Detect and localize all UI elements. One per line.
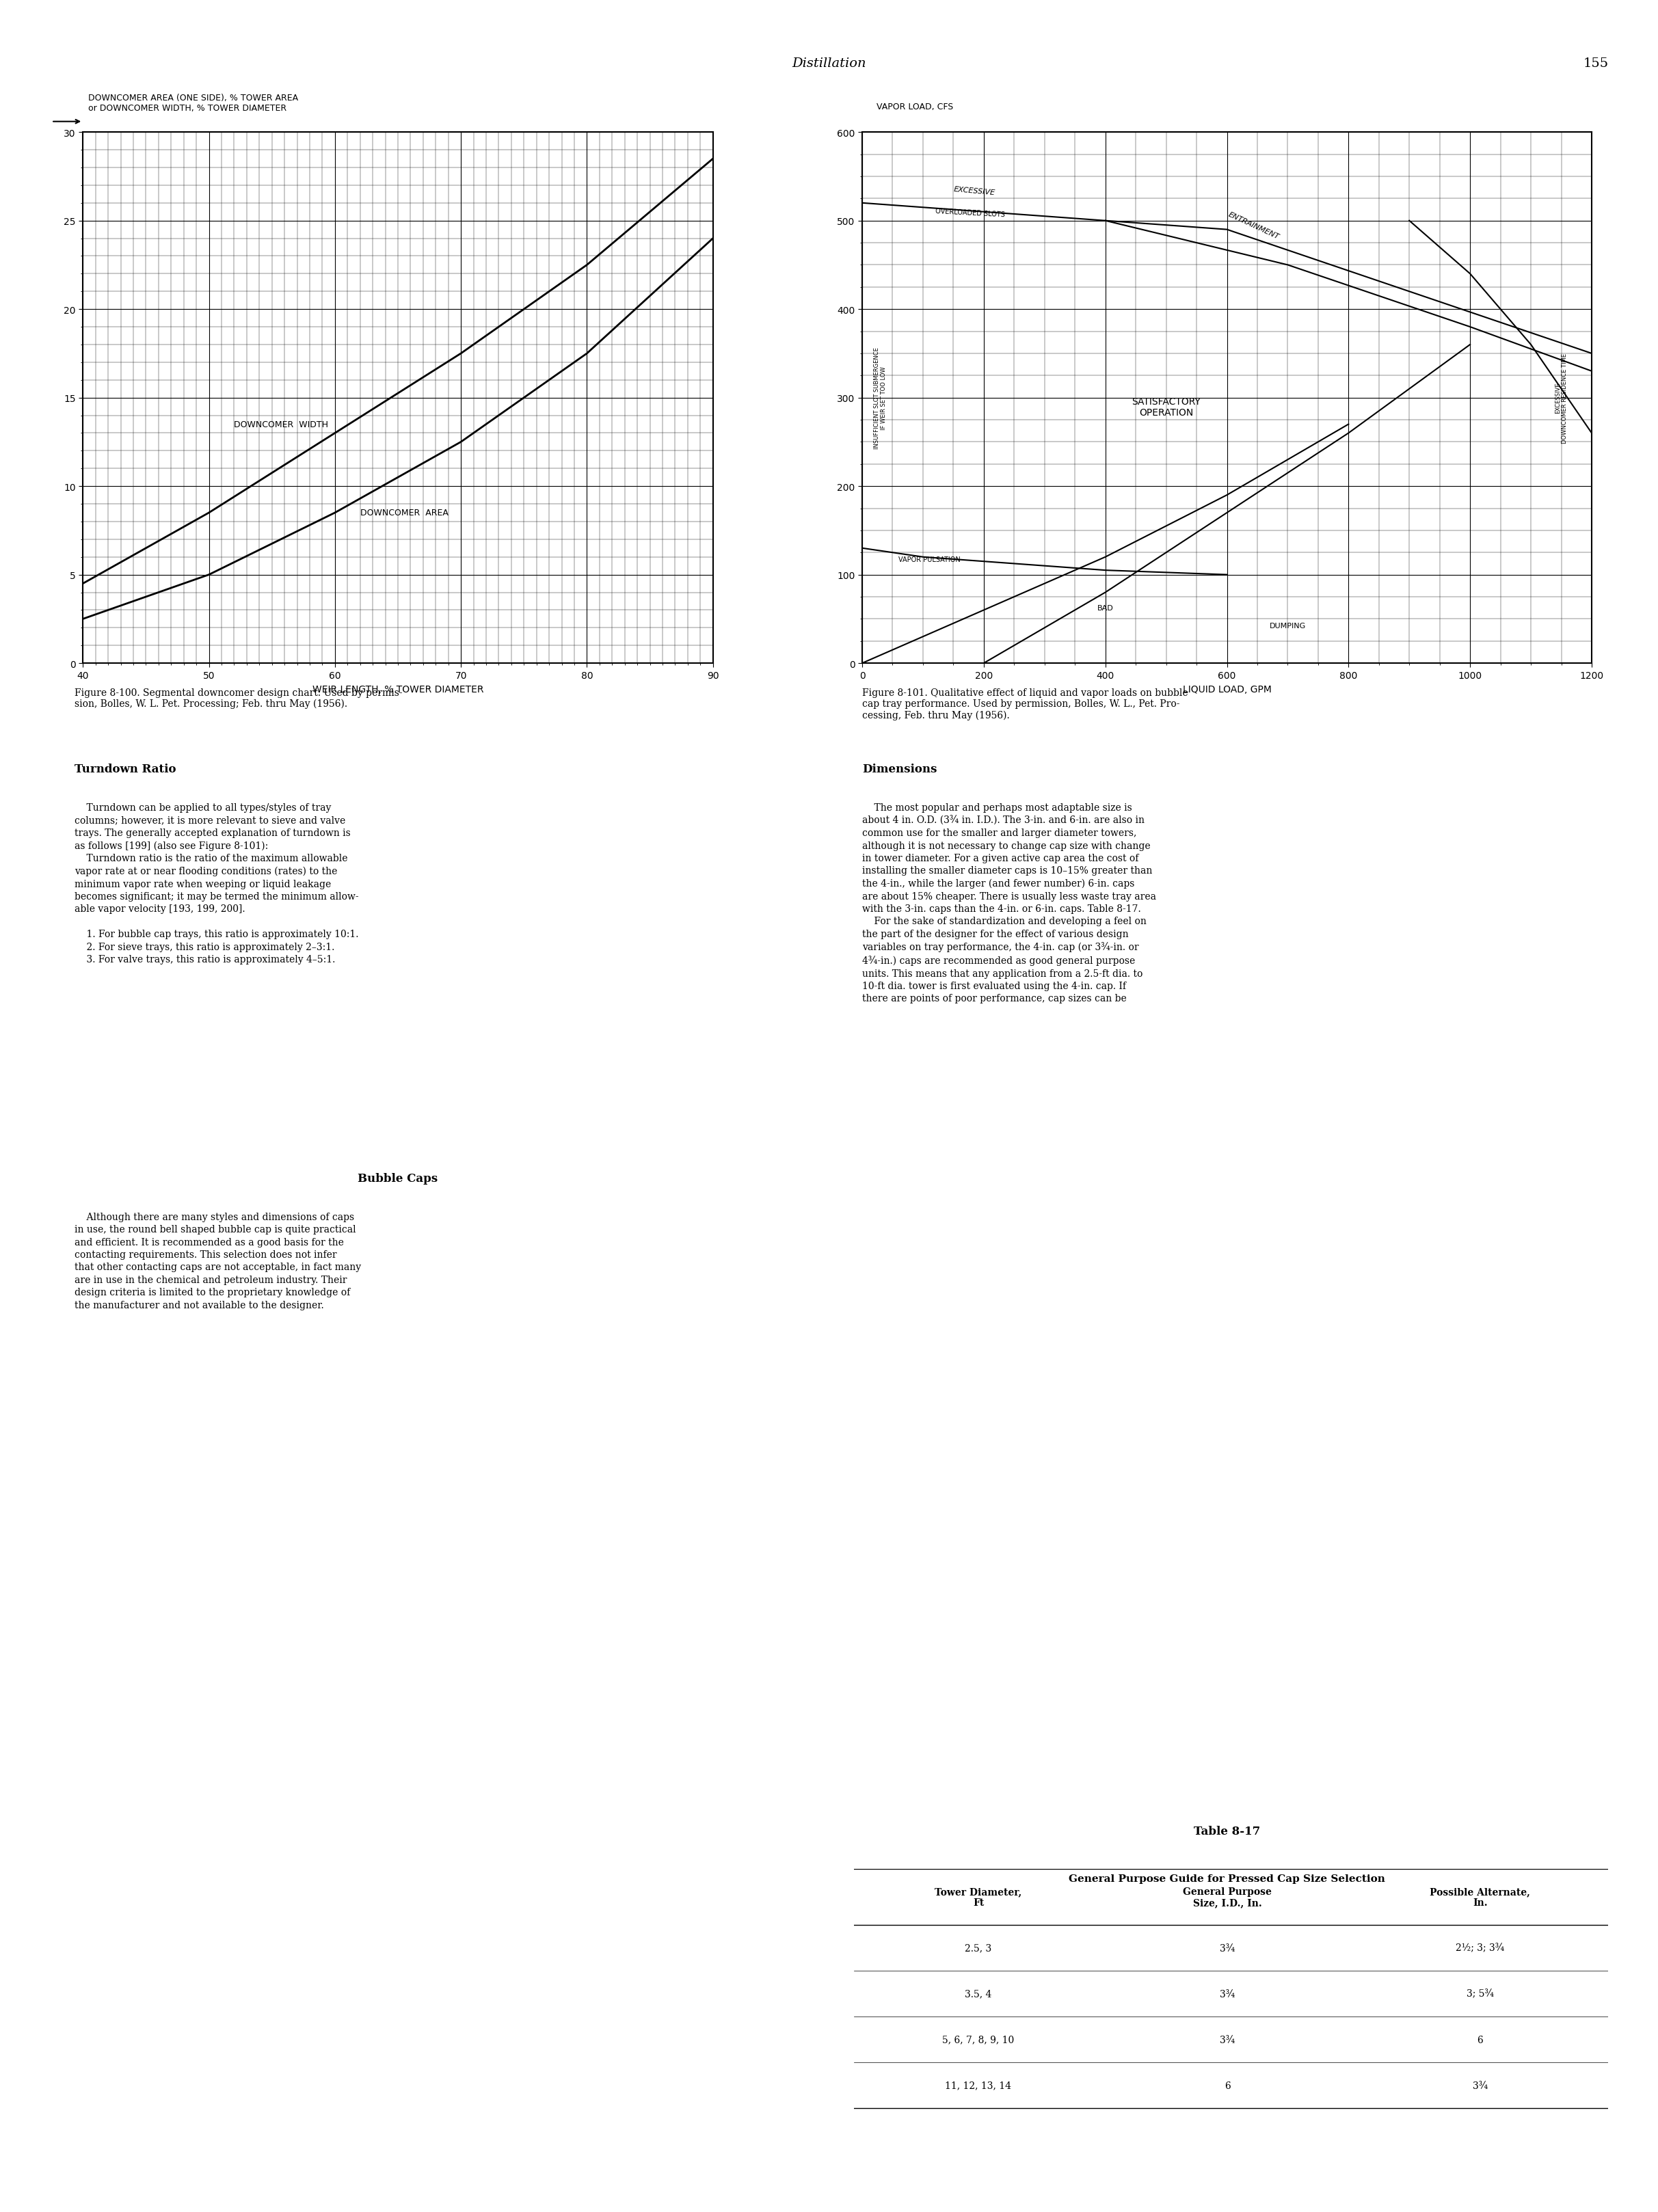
Text: 155: 155 <box>1583 58 1608 71</box>
X-axis label: WEIR LENGTH, % TOWER DIAMETER: WEIR LENGTH, % TOWER DIAMETER <box>312 686 484 695</box>
Text: Possible Alternate,
In.: Possible Alternate, In. <box>1429 1887 1530 1907</box>
Text: ENTRAINMENT: ENTRAINMENT <box>1227 210 1280 241</box>
Text: INSUFFICIENT SLOT SUBMERGENCE
IF WEIR SET TOO LOW: INSUFFICIENT SLOT SUBMERGENCE IF WEIR SE… <box>874 347 887 449</box>
X-axis label: LIQUID LOAD, GPM: LIQUID LOAD, GPM <box>1182 686 1272 695</box>
Text: EXCESSIVE: EXCESSIVE <box>953 186 995 197</box>
Text: Distillation: Distillation <box>793 58 865 71</box>
Text: Table 8-17: Table 8-17 <box>1194 1825 1260 1836</box>
Text: VAPOR LOAD, CFS: VAPOR LOAD, CFS <box>877 102 953 111</box>
Text: Tower Diameter,
Ft: Tower Diameter, Ft <box>935 1887 1021 1907</box>
Text: Turndown Ratio: Turndown Ratio <box>75 763 176 774</box>
Text: 3¾: 3¾ <box>1220 1989 1235 2000</box>
Text: EXCESSIVE
DOWNCOMER RESIDENCE TIME: EXCESSIVE DOWNCOMER RESIDENCE TIME <box>1555 354 1568 442</box>
Text: 2.5, 3: 2.5, 3 <box>965 1942 991 1953</box>
Text: Bubble Caps: Bubble Caps <box>358 1172 438 1183</box>
Text: 6: 6 <box>1224 2081 1230 2090</box>
Text: DUMPING: DUMPING <box>1270 624 1307 630</box>
Text: Figure 8-100. Segmental downcomer design chart. Used by permis-
sion, Bolles, W.: Figure 8-100. Segmental downcomer design… <box>75 688 403 708</box>
Text: Turndown can be applied to all types/styles of tray
columns; however, it is more: Turndown can be applied to all types/sty… <box>75 803 358 964</box>
Text: DOWNCOMER  AREA: DOWNCOMER AREA <box>360 509 448 518</box>
Text: Dimensions: Dimensions <box>862 763 937 774</box>
Text: VAPOR PULSATION: VAPOR PULSATION <box>899 557 960 564</box>
Text: Figure 8-101. Qualitative effect of liquid and vapor loads on bubble
cap tray pe: Figure 8-101. Qualitative effect of liqu… <box>862 688 1189 719</box>
Text: 3¾: 3¾ <box>1220 2035 1235 2044</box>
Text: SATISFACTORY
OPERATION: SATISFACTORY OPERATION <box>1132 396 1200 418</box>
Text: 3¾: 3¾ <box>1220 1942 1235 1953</box>
Text: DOWNCOMER  WIDTH: DOWNCOMER WIDTH <box>234 420 328 429</box>
Text: OVERLOADED SLOTS: OVERLOADED SLOTS <box>935 208 1005 219</box>
Text: 6: 6 <box>1477 2035 1482 2044</box>
Text: The most popular and perhaps most adaptable size is
about 4 in. O.D. (3¾ in. I.D: The most popular and perhaps most adapta… <box>862 803 1156 1004</box>
Text: BAD: BAD <box>1098 606 1114 613</box>
Text: General Purpose Guide for Pressed Cap Size Selection: General Purpose Guide for Pressed Cap Si… <box>1069 1874 1384 1882</box>
Text: 3; 5¾: 3; 5¾ <box>1466 1989 1494 2000</box>
Text: 3.5, 4: 3.5, 4 <box>965 1989 991 2000</box>
Text: Although there are many styles and dimensions of caps
in use, the round bell sha: Although there are many styles and dimen… <box>75 1212 361 1310</box>
Text: General Purpose
Size, I.D., In.: General Purpose Size, I.D., In. <box>1182 1887 1272 1907</box>
Text: 3¾: 3¾ <box>1472 2081 1487 2090</box>
Text: 5, 6, 7, 8, 9, 10: 5, 6, 7, 8, 9, 10 <box>942 2035 1015 2044</box>
Text: DOWNCOMER AREA (ONE SIDE), % TOWER AREA
or DOWNCOMER WIDTH, % TOWER DIAMETER: DOWNCOMER AREA (ONE SIDE), % TOWER AREA … <box>88 93 298 113</box>
Text: 11, 12, 13, 14: 11, 12, 13, 14 <box>945 2081 1011 2090</box>
Text: 2½; 3; 3¾: 2½; 3; 3¾ <box>1456 1942 1504 1953</box>
